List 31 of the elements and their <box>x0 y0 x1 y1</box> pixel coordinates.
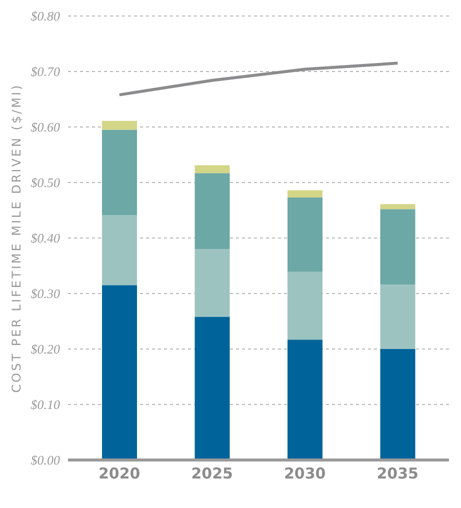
y-tick-label: $0.00 <box>30 452 60 468</box>
x-tick-label: 2025 <box>191 464 233 483</box>
y-tick-label: $0.20 <box>30 342 60 357</box>
bar <box>102 285 137 460</box>
y-axis-title: COST PER LIFETIME MILE DRIVEN ($/MI) <box>9 83 24 393</box>
bar <box>194 249 230 317</box>
bar <box>194 173 230 250</box>
line-series <box>118 62 400 96</box>
y-tick-label: $0.30 <box>30 286 60 302</box>
x-tick-label: 2020 <box>98 464 140 483</box>
y-tick-label: $0.60 <box>30 120 60 135</box>
bar <box>288 197 322 272</box>
bar <box>380 349 416 460</box>
bar <box>380 209 416 285</box>
bar <box>102 215 137 286</box>
bar <box>380 284 416 349</box>
y-tick-label: $0.10 <box>30 397 60 412</box>
y-tick-label: $0.40 <box>30 230 60 246</box>
y-tick-label: $0.80 <box>30 8 60 24</box>
bar <box>288 272 322 340</box>
bar <box>380 204 416 210</box>
bar <box>102 130 137 216</box>
y-tick-label: $0.50 <box>30 175 60 190</box>
x-tick-label: 2030 <box>284 464 326 483</box>
x-tick-label: 2035 <box>376 464 418 483</box>
bar <box>194 165 230 174</box>
y-tick-label: $0.70 <box>30 64 60 80</box>
bar <box>288 190 322 198</box>
bar <box>102 120 137 130</box>
bar <box>194 316 230 460</box>
bar <box>288 340 322 460</box>
